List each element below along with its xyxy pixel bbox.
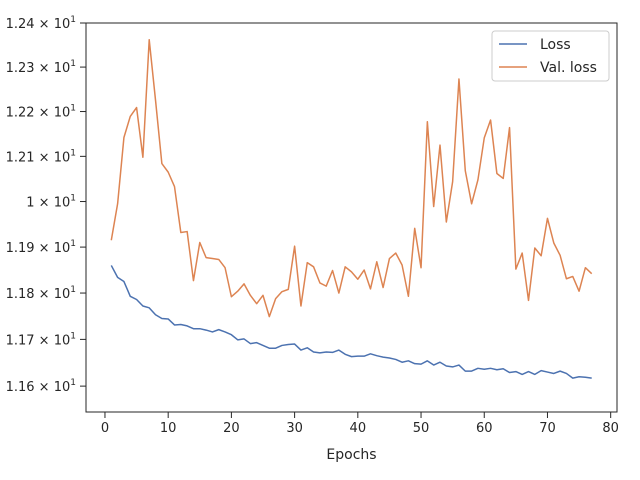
y-tick-label: 1.16 × 101 [6, 378, 76, 395]
x-tick-label: 70 [539, 421, 556, 436]
y-tick-label: 1.23 × 101 [6, 59, 76, 76]
y-tick-label: 1.24 × 101 [6, 15, 76, 32]
x-tick-label: 30 [286, 421, 303, 436]
x-tick-label: 60 [476, 421, 493, 436]
y-tick-label: 1.18 × 101 [6, 285, 76, 302]
x-axis: 0 10 20 30 40 50 60 70 80 [101, 412, 619, 436]
legend: Loss Val. loss [491, 30, 610, 82]
series-layer [110, 38, 593, 379]
y-tick-label: 1 × 101 [26, 194, 76, 211]
y-tick-label: 1.19 × 101 [6, 239, 76, 256]
legend-label: Loss [540, 37, 571, 53]
x-axis-label: Epochs [326, 447, 376, 463]
series-line-loss [110, 265, 592, 379]
x-tick-label: 10 [160, 421, 177, 436]
x-tick-label: 80 [602, 421, 619, 436]
y-tick-label: 1.22 × 101 [6, 104, 76, 121]
x-tick-label: 50 [413, 421, 430, 436]
x-tick-label: 0 [101, 421, 109, 436]
x-tick-label: 40 [350, 421, 367, 436]
x-tick-label: 20 [223, 421, 240, 436]
y-tick-label: 1.17 × 101 [6, 331, 76, 348]
legend-label: Val. loss [540, 60, 597, 76]
y-tick-label: 1.21 × 101 [6, 148, 76, 165]
y-axis: 1.16 × 101 1.17 × 101 1.18 × 101 1.19 × 101… [6, 15, 86, 395]
series-line-val-loss [110, 38, 593, 318]
plot-frame [85, 22, 618, 413]
